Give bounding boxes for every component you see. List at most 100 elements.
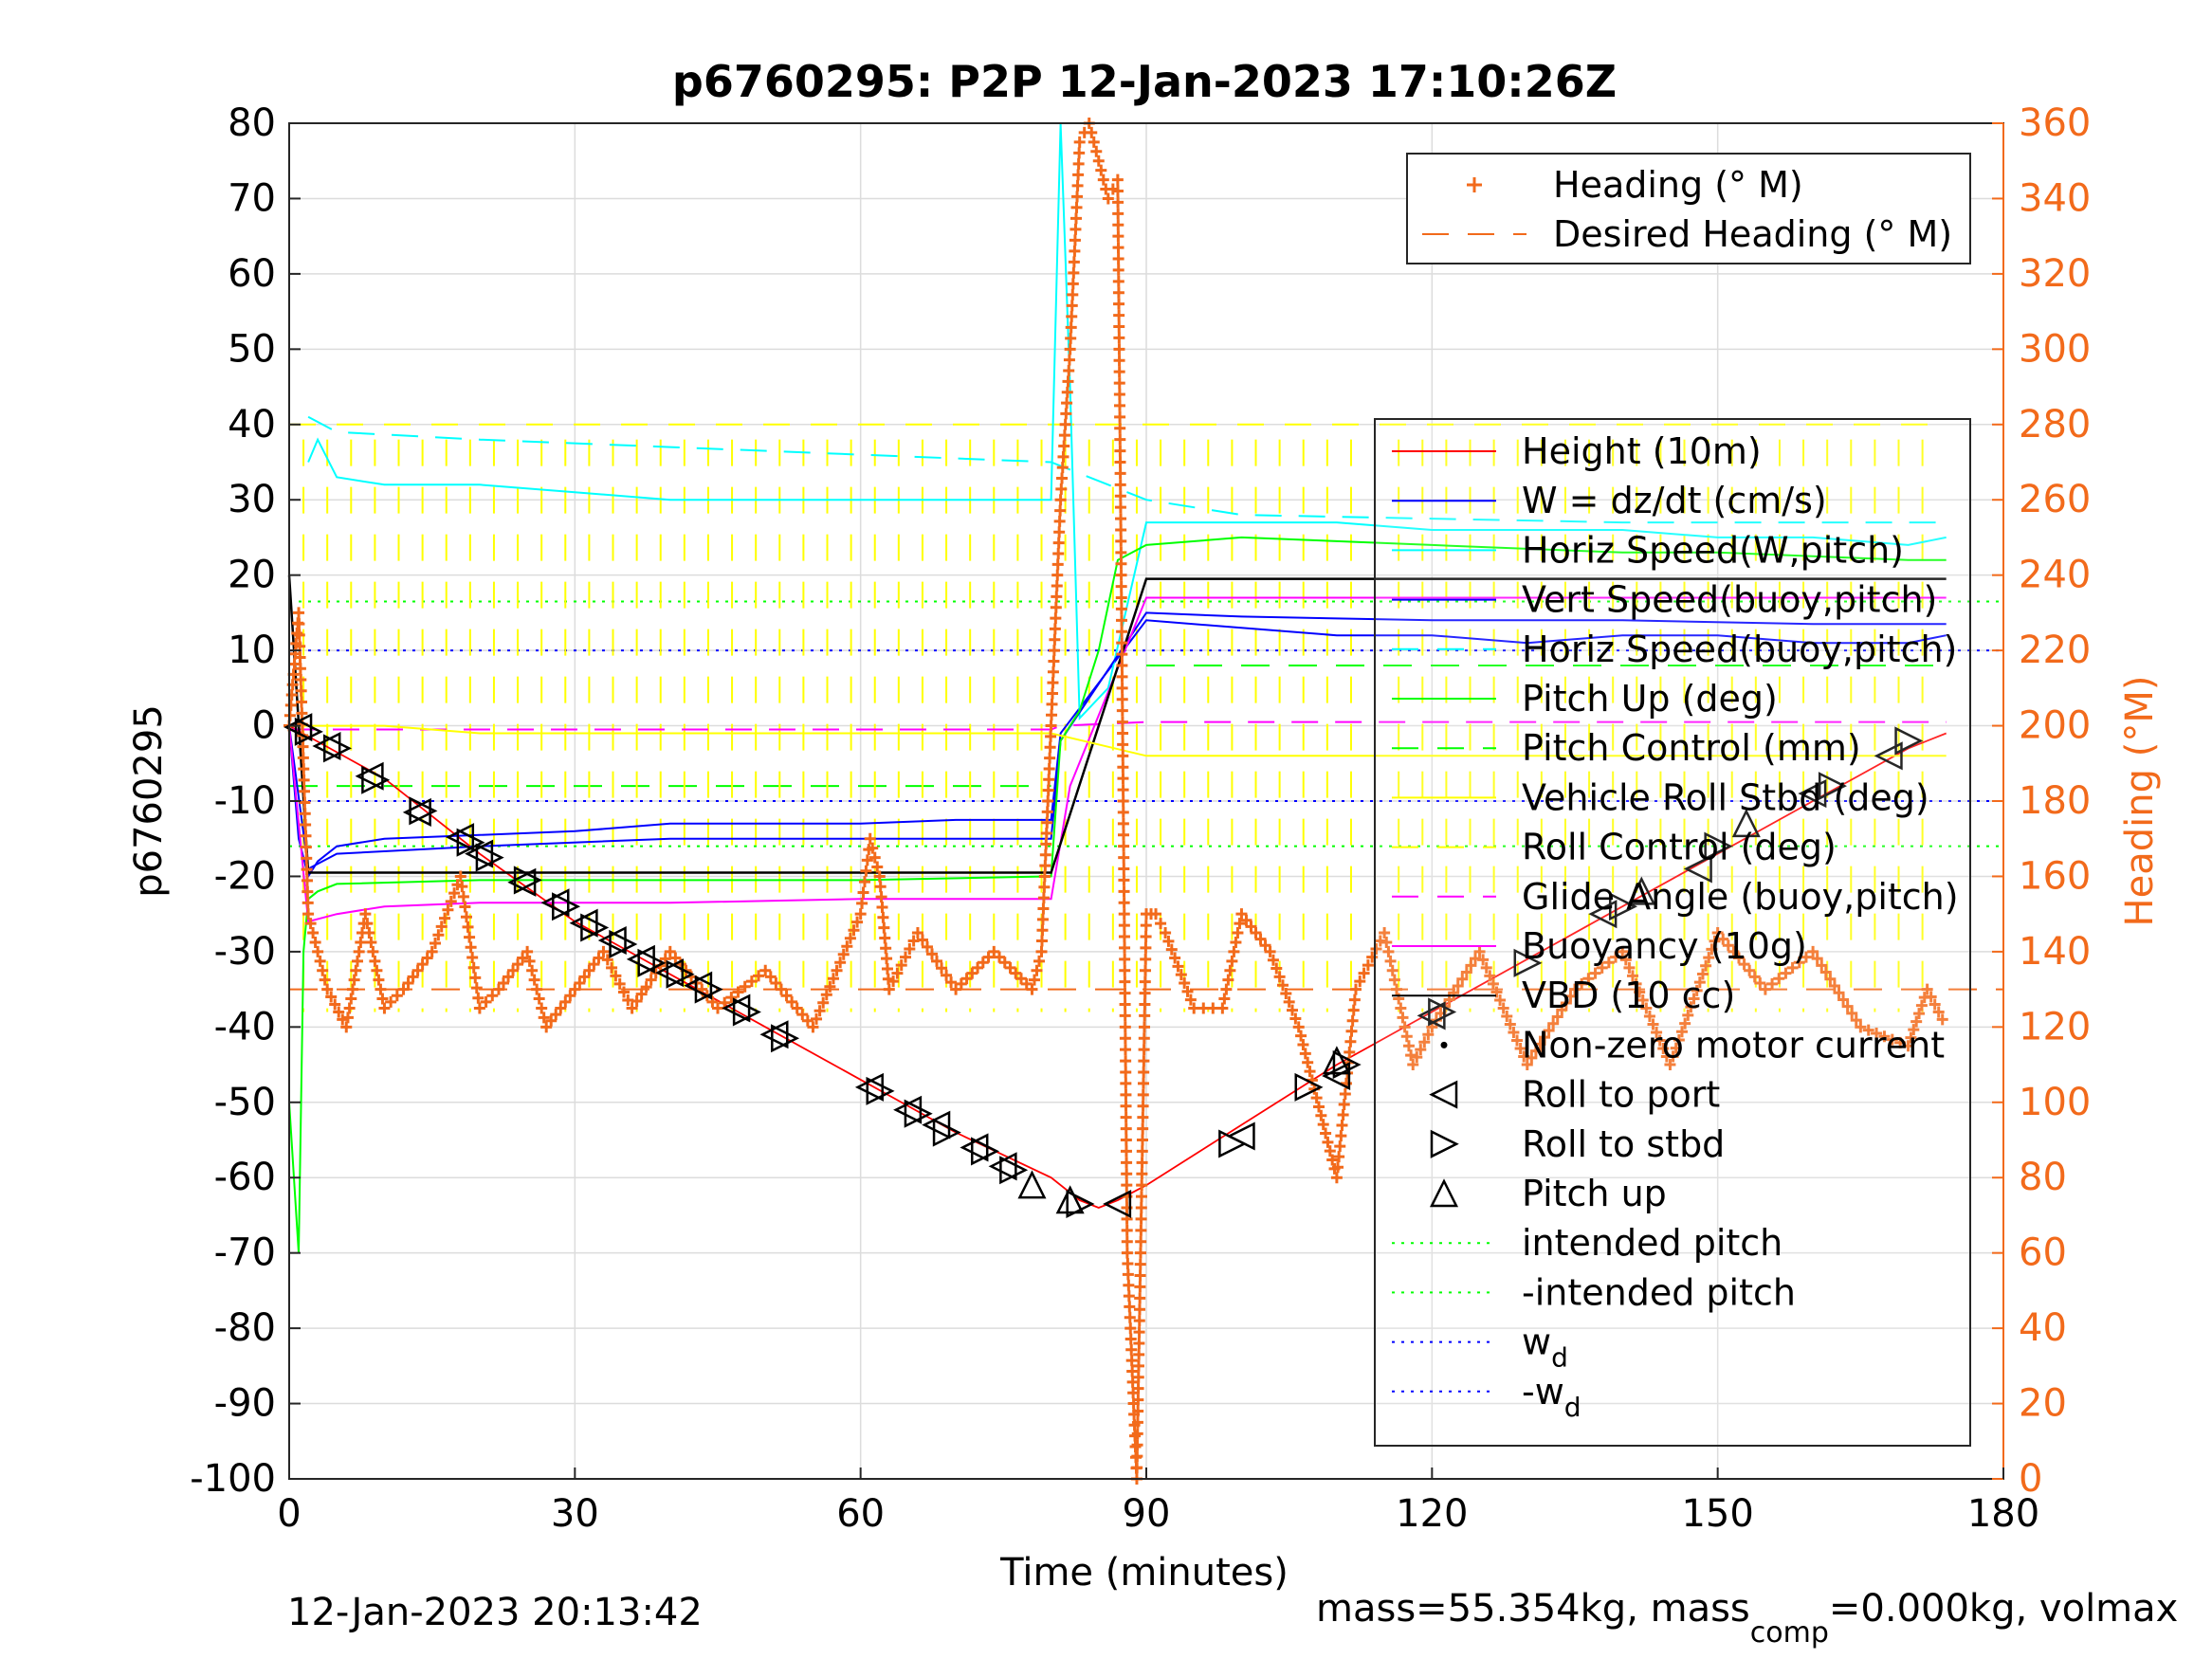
heading-marker	[874, 881, 887, 893]
heading-marker	[1092, 155, 1105, 167]
heading-marker	[1126, 1365, 1139, 1377]
heading-marker	[1097, 173, 1109, 186]
heading-marker	[472, 992, 484, 1004]
heading-marker	[1140, 931, 1152, 942]
heading-marker	[350, 964, 362, 976]
roll-to-stbd-marker	[513, 866, 542, 895]
heading-marker	[1119, 964, 1131, 976]
heading-marker	[300, 819, 312, 831]
legend-label: Glide Angle (buoy,pitch)	[1522, 876, 1959, 918]
legend-swatch	[1440, 1041, 1448, 1048]
heading-marker	[860, 865, 872, 877]
heading-marker	[1134, 1258, 1146, 1270]
heading-marker	[1654, 1034, 1666, 1047]
heading-marker	[1380, 936, 1393, 948]
heading-marker	[333, 1006, 345, 1018]
heading-marker	[402, 976, 414, 989]
heading-marker	[1115, 535, 1127, 547]
heading-marker	[307, 927, 320, 939]
heading-marker	[1120, 1134, 1132, 1146]
heading-marker	[1596, 961, 1608, 974]
heading-marker	[293, 607, 305, 619]
heading-marker	[1490, 986, 1503, 998]
heading-marker	[1004, 961, 1016, 974]
heading-marker	[538, 1012, 550, 1024]
heading-marker	[1118, 885, 1130, 898]
heading-marker	[1626, 970, 1638, 982]
heading-marker	[343, 1002, 356, 1014]
heading-marker	[298, 774, 310, 786]
heading-marker	[293, 629, 305, 641]
heading-marker	[732, 986, 744, 998]
heading-marker	[1132, 1382, 1144, 1395]
heading-marker	[1063, 365, 1075, 377]
y-tick-label: -50	[214, 1081, 276, 1124]
heading-marker	[1766, 977, 1779, 990]
heading-marker	[1717, 933, 1729, 945]
roll-to-stbd-marker	[1218, 1129, 1248, 1158]
heading-marker	[1338, 1098, 1350, 1110]
heading-marker	[936, 962, 948, 975]
heading-marker	[295, 684, 307, 697]
heading-marker	[1120, 1088, 1132, 1101]
heading-marker	[982, 951, 995, 963]
heading-marker	[312, 945, 324, 957]
heading-marker	[1115, 603, 1127, 615]
heading-marker	[1135, 1224, 1147, 1236]
heading-marker	[1039, 860, 1051, 872]
heading-marker	[1043, 762, 1055, 775]
y2-tick-label: 280	[2019, 403, 2091, 447]
heading-marker	[1216, 1002, 1229, 1014]
heading-marker	[1332, 1161, 1344, 1174]
series-horiz-w	[307, 122, 1947, 721]
heading-marker	[1837, 994, 1850, 1006]
heading-marker	[1398, 1021, 1411, 1033]
heading-marker	[1123, 1290, 1135, 1303]
heading-marker	[1317, 1119, 1329, 1131]
heading-marker	[314, 955, 326, 967]
heading-marker	[341, 1012, 354, 1024]
heading-marker	[887, 975, 900, 988]
heading-marker	[1116, 682, 1128, 694]
y-tick-label: -70	[214, 1231, 276, 1275]
heading-marker	[1397, 1012, 1409, 1024]
heading-marker	[1139, 998, 1151, 1011]
heading-marker	[1115, 546, 1127, 558]
heading-marker	[669, 952, 682, 964]
series-roll	[289, 724, 1947, 757]
heading-marker	[1411, 1051, 1423, 1064]
heading-marker	[588, 958, 600, 971]
heading-marker	[353, 945, 365, 957]
heading-marker	[1133, 1304, 1145, 1316]
heading-marker	[564, 990, 576, 1002]
roll-to-stbd-marker	[609, 929, 638, 958]
heading-marker	[1047, 665, 1059, 678]
heading-marker	[739, 980, 751, 993]
heading-marker	[1643, 1010, 1655, 1022]
heading-marker	[1067, 278, 1079, 290]
heading-marker	[1137, 1100, 1149, 1112]
y2-tick-label: 260	[2019, 478, 2091, 521]
heading-marker	[1121, 1179, 1133, 1192]
heading-marker	[295, 674, 307, 686]
y2-tick-label: 180	[2019, 779, 2091, 823]
heading-marker	[1388, 974, 1400, 986]
heading-marker	[397, 983, 410, 995]
roll-to-stbd-marker	[970, 1137, 1000, 1166]
heading-marker	[1816, 959, 1828, 972]
roll-to-stbd-marker	[637, 948, 667, 977]
heading-marker	[1259, 939, 1271, 952]
heading-marker	[1819, 966, 1832, 978]
roll-to-stbd-marker	[904, 1099, 933, 1128]
heading-marker	[1047, 677, 1059, 689]
heading-marker	[1036, 924, 1049, 937]
heading-marker	[1422, 1029, 1435, 1041]
heading-marker	[531, 983, 543, 995]
roll-control-series	[289, 423, 1947, 1012]
heading-marker	[960, 973, 973, 985]
y2-tick-label: 20	[2019, 1382, 2067, 1426]
heading-marker	[1116, 637, 1128, 649]
heading-marker	[1473, 945, 1486, 957]
heading-marker	[1067, 288, 1079, 301]
heading-marker	[1045, 730, 1057, 742]
